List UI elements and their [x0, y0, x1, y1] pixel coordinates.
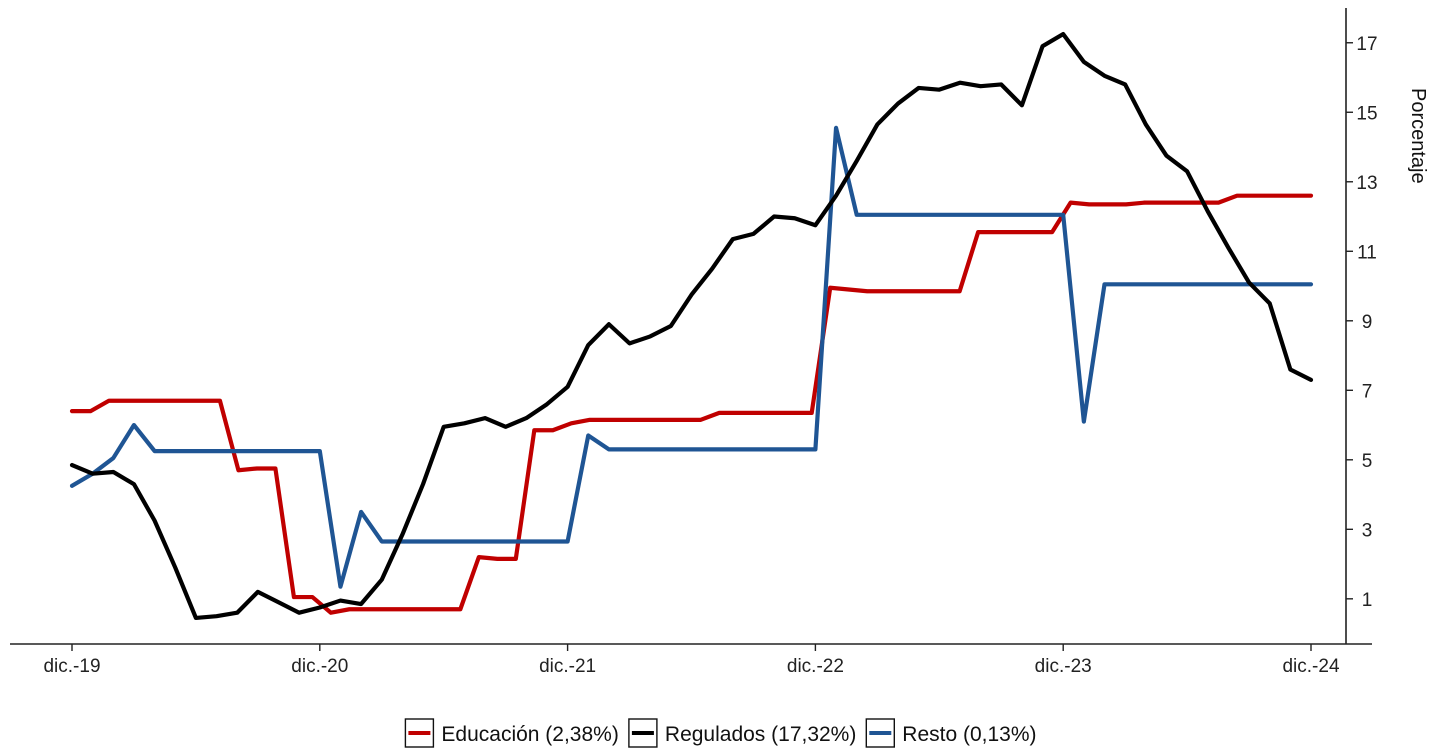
y-tick-label: 3 — [1362, 520, 1373, 541]
y-tick-label: 1 — [1362, 590, 1373, 611]
x-tick-label: dic.-24 — [1282, 656, 1339, 677]
y-tick-label: 13 — [1356, 173, 1377, 194]
x-tick-label: dic.-19 — [43, 656, 100, 677]
y-tick-label: 17 — [1356, 34, 1377, 55]
series-lines — [69, 31, 1314, 621]
legend-item: Regulados (17,32%) — [628, 718, 856, 748]
legend-label: Educación (2,38%) — [441, 723, 618, 746]
y-axis-title: Porcentaje — [1407, 88, 1429, 184]
series-line-resto — [69, 125, 1314, 589]
y-tick-label: 9 — [1362, 312, 1373, 333]
legend-item: Educación (2,38%) — [404, 718, 619, 748]
legend-label: Resto (0,13%) — [902, 723, 1036, 746]
series-line-educacion — [69, 193, 1314, 615]
legend-label: Regulados (17,32%) — [665, 723, 856, 746]
x-tick-label: dic.-20 — [291, 656, 348, 677]
x-tick-label: dic.-22 — [787, 656, 844, 677]
y-tick-label: 7 — [1362, 381, 1373, 402]
legend: Educación (2,38%) Regulados (17,32%) Resto… — [404, 718, 1037, 748]
y-tick-label: 15 — [1356, 103, 1377, 124]
y-tick-label: 5 — [1362, 451, 1373, 472]
x-axis-ticks: dic.-19 dic.-20 dic.-21 dic.-22 dic.-23 dic.-… — [43, 644, 1340, 677]
series-line-regulados — [69, 31, 1314, 621]
x-tick-label: dic.-23 — [1035, 656, 1092, 677]
y-tick-label: 11 — [1357, 242, 1377, 263]
plot-area: dic.-19 dic.-20 dic.-21 dic.-22 dic.-23 dic.-… — [10, 8, 1378, 677]
legend-item: Resto (0,13%) — [865, 718, 1037, 748]
x-tick-label: dic.-21 — [539, 656, 596, 677]
